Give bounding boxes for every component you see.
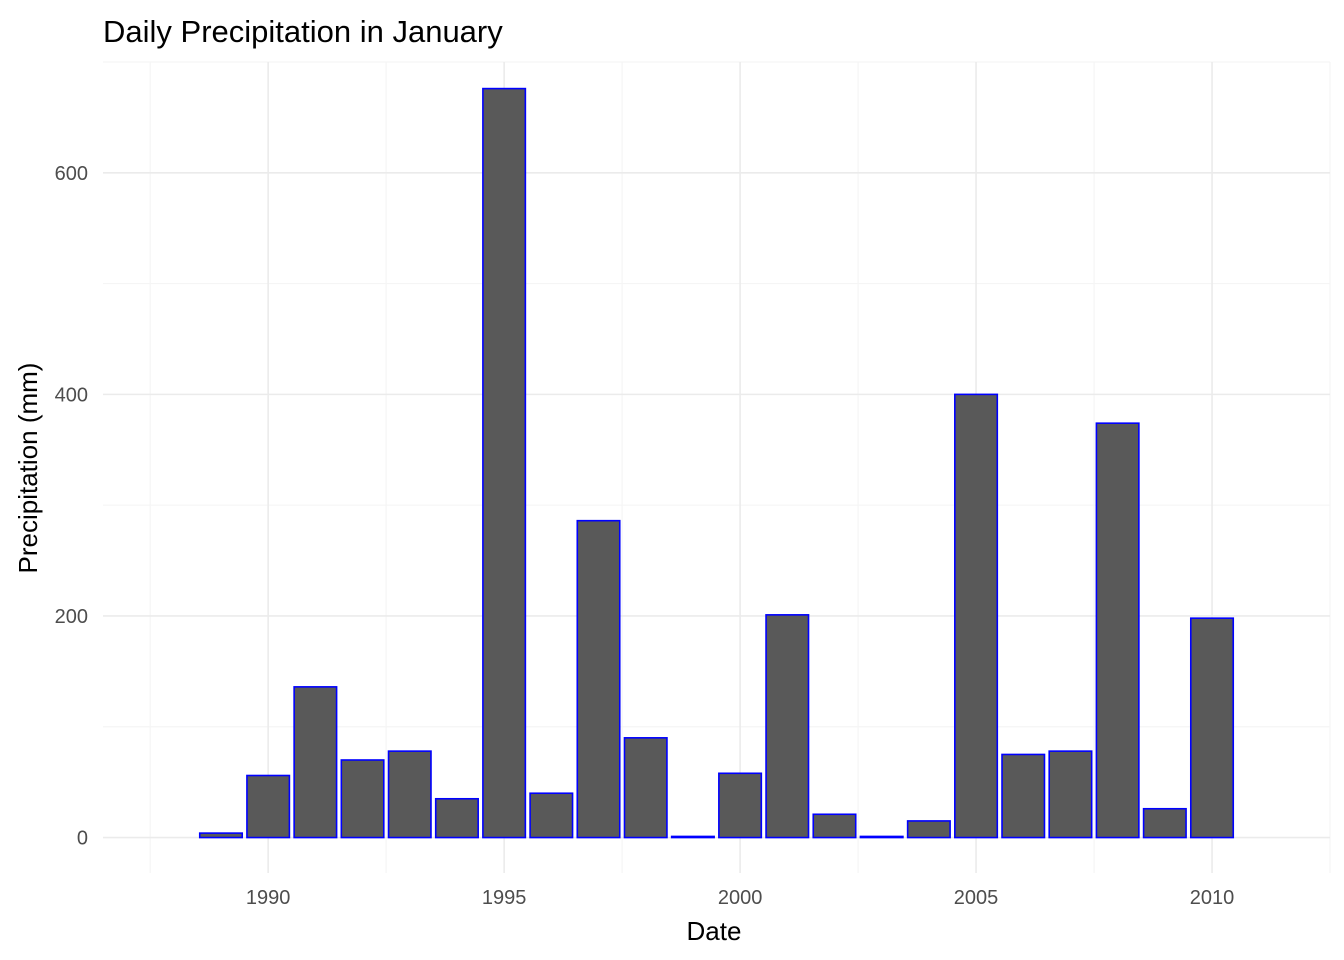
bar-2000 xyxy=(718,772,763,839)
y-axis-title: Precipitation (mm) xyxy=(13,363,43,574)
bar-1998 xyxy=(623,737,668,839)
x-axis-title: Date xyxy=(687,916,742,946)
bar-2003 xyxy=(859,835,904,839)
x-axis-ticks: 1990 1995 2000 2005 2010 xyxy=(246,887,1234,909)
bar-2005 xyxy=(954,393,999,839)
bars xyxy=(198,87,1235,839)
x-tick-label: 1990 xyxy=(246,887,291,909)
y-tick-label: 0 xyxy=(77,828,88,850)
bar-2010 xyxy=(1189,617,1235,839)
bar-2001 xyxy=(765,614,810,839)
bar-2008 xyxy=(1095,422,1140,839)
bar-1997 xyxy=(576,519,621,839)
chart-title: Daily Precipitation in January xyxy=(103,14,503,49)
x-tick-label: 1995 xyxy=(482,887,527,909)
bar-1992 xyxy=(340,759,385,839)
bar-1995 xyxy=(482,87,527,839)
bar-1999 xyxy=(670,835,715,839)
bar-1994 xyxy=(434,797,479,839)
y-tick-label: 600 xyxy=(55,163,88,185)
minor-gridlines xyxy=(103,61,1331,873)
x-tick-label: 2010 xyxy=(1190,887,1235,909)
y-tick-label: 200 xyxy=(55,606,88,628)
bar-1989 xyxy=(198,832,244,839)
y-tick-label: 400 xyxy=(55,384,88,406)
bar-2006 xyxy=(1001,753,1046,839)
bar-2009 xyxy=(1142,807,1187,839)
bar-2004 xyxy=(906,820,951,839)
bar-2007 xyxy=(1048,750,1093,839)
bar-1991 xyxy=(293,686,338,839)
bar-1996 xyxy=(529,792,574,839)
bar-1990 xyxy=(246,774,291,839)
bar-1993 xyxy=(387,750,432,839)
x-tick-label: 2000 xyxy=(718,887,763,909)
x-tick-label: 2005 xyxy=(954,887,999,909)
y-axis-ticks: 0 200 400 600 xyxy=(55,163,88,850)
major-gridlines xyxy=(103,62,1330,873)
bar-2002 xyxy=(812,813,857,839)
